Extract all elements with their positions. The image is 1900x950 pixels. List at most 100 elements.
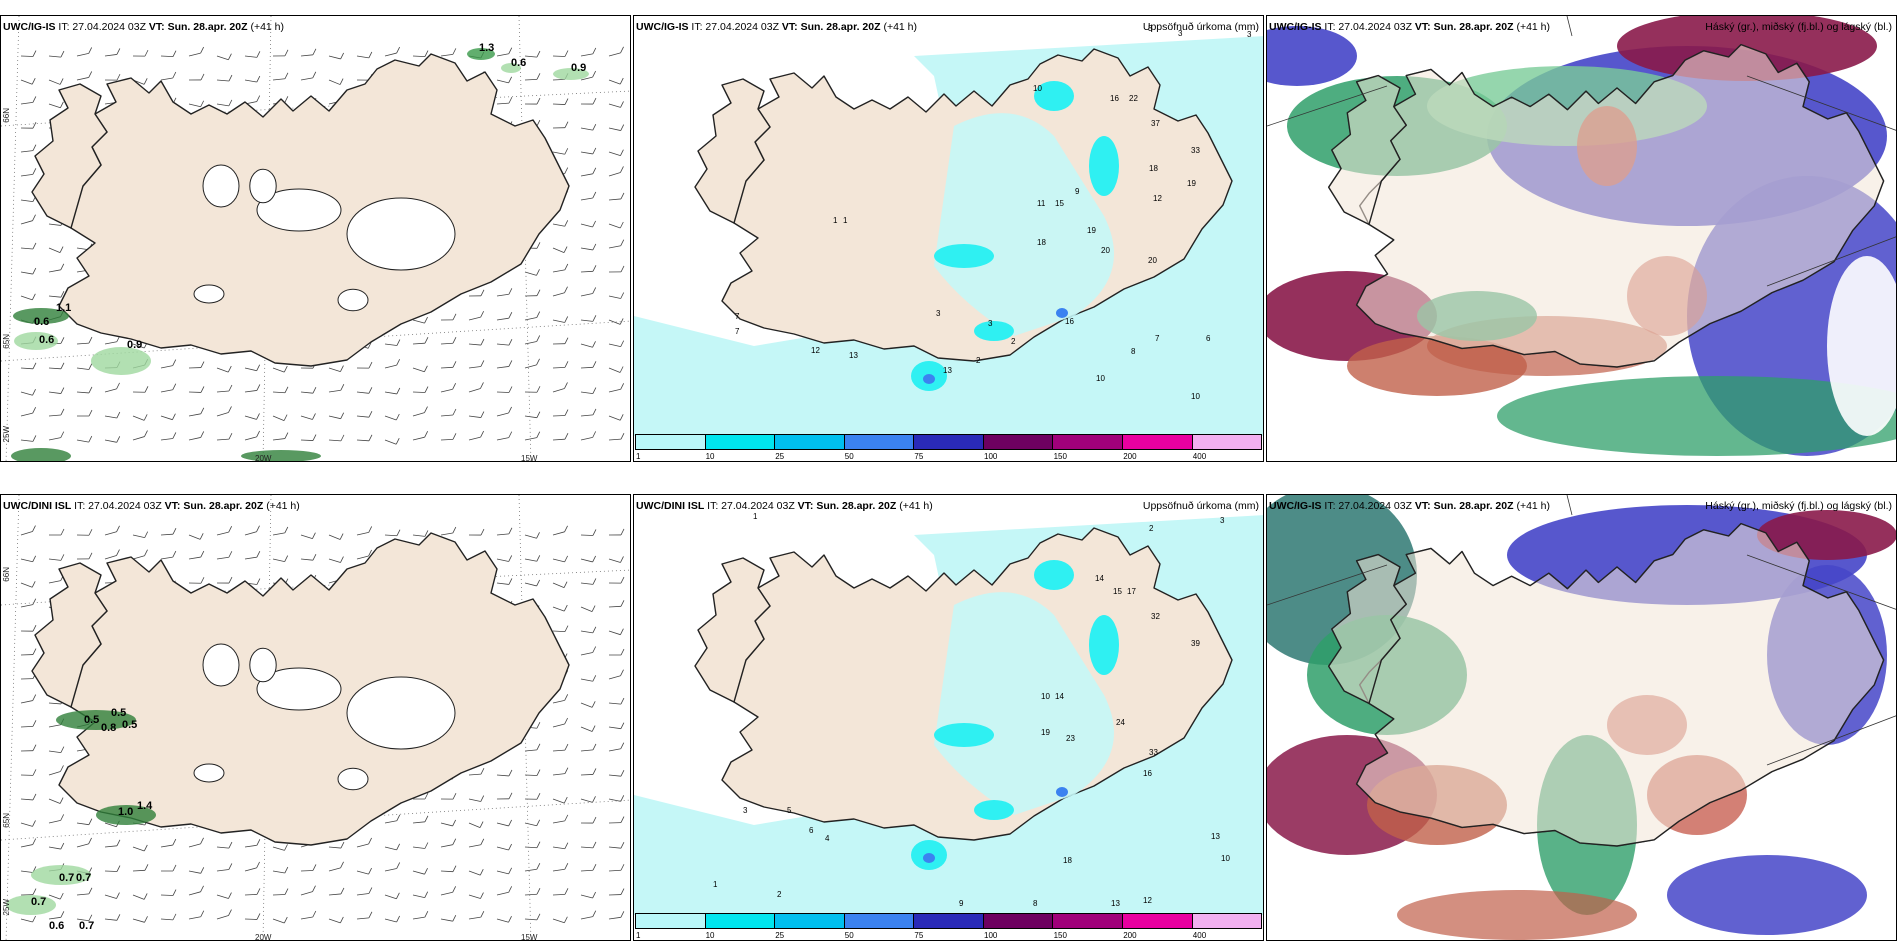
precip-amount-label: 7 xyxy=(735,312,740,321)
precip-amount-label: 20 xyxy=(1148,256,1157,265)
legend-swatch xyxy=(775,435,845,449)
precip-amount-label: 1 xyxy=(713,880,718,889)
lat-label: 66N xyxy=(2,567,11,582)
precip-amount-label: 11 xyxy=(1037,199,1046,208)
panel-title: Háský (gr.), miðský (fj.bl.) og lágský (… xyxy=(1705,21,1892,33)
legend-swatch xyxy=(1053,914,1123,928)
precip-amount-label: 13 xyxy=(1111,899,1120,908)
wind-speed-label: 1.0 xyxy=(118,806,133,818)
precip-amount-label: 15 xyxy=(1113,587,1122,596)
legend-swatch xyxy=(1122,435,1193,449)
precip-amount-label: 16 xyxy=(1065,317,1074,326)
legend-tick: 75 xyxy=(914,452,924,461)
cloud-map xyxy=(1267,495,1896,940)
precip-amount-label: 8 xyxy=(1033,899,1038,908)
legend-swatch xyxy=(844,914,915,928)
panel-header: UWC/DINI ISL IT: 27.04.2024 03Z VT: Sun.… xyxy=(636,500,933,512)
legend-tick: 1 xyxy=(636,452,641,461)
legend-bar xyxy=(635,434,1262,450)
precip-amount-label: 3 xyxy=(1178,29,1183,38)
legend-swatch xyxy=(983,914,1054,928)
precip-amount-label: 14 xyxy=(1095,574,1104,583)
panel-header: UWC/IG-IS IT: 27.04.2024 03Z VT: Sun. 28… xyxy=(3,21,285,33)
precip-amount-label: 10 xyxy=(1221,854,1230,863)
panel-title: Uppsöfnuð úrkoma (mm) xyxy=(1142,500,1259,512)
precip-amount-label: 9 xyxy=(1075,187,1080,196)
precip-amount-label: 19 xyxy=(1041,728,1050,737)
precip-amount-label: 10 xyxy=(1033,84,1042,93)
lat-label: 25W xyxy=(2,426,11,443)
precip-amount-label: 8 xyxy=(1131,347,1136,356)
panel-cloud-dini: UWC/IG-IS IT: 27.04.2024 03Z VT: Sun. 28… xyxy=(1266,494,1897,941)
precip-amount-label: 23 xyxy=(1066,734,1075,743)
wind-speed-label: 1.1 xyxy=(56,302,71,314)
legend-bar xyxy=(635,913,1262,929)
lon-label: 15W xyxy=(521,933,538,941)
precip-amount-label: 16 xyxy=(1110,94,1119,103)
precip-amount-label: 10 xyxy=(1191,392,1200,401)
wind-speed-label: 0.6 xyxy=(39,334,54,346)
precip-amount-label: 15 xyxy=(1055,199,1064,208)
legend-swatch xyxy=(705,914,776,928)
precip-amount-label: 18 xyxy=(1063,856,1072,865)
precip-legend: 1 10 25 50 75 100 150 200 400 xyxy=(634,912,1263,940)
legend-tick: 25 xyxy=(775,931,785,940)
lat-label: 65N xyxy=(2,334,11,349)
precip-amount-label: 9 xyxy=(959,899,964,908)
panel-wind-dini: UWC/DINI ISL IT: 27.04.2024 03Z VT: Sun.… xyxy=(0,494,631,941)
legend-tick: 10 xyxy=(705,931,715,940)
cloud-map xyxy=(1267,16,1896,461)
legend-swatch xyxy=(705,435,776,449)
precip-amount-label: 4 xyxy=(825,834,830,843)
legend-tick: 1 xyxy=(636,931,641,940)
precip-amount-label: 3 xyxy=(1247,30,1252,39)
panel-title: Uppsöfnuð úrkoma (mm) xyxy=(1142,21,1259,33)
wind-speed-label: 0.5 xyxy=(111,707,126,719)
precip-amount-label: 3 xyxy=(1148,24,1153,33)
legend-swatch xyxy=(636,435,706,449)
panel-header: UWC/IG-IS IT: 27.04.2024 03Z VT: Sun. 28… xyxy=(1269,500,1551,512)
precip-amount-label: 33 xyxy=(1149,748,1158,757)
precip-amount-label: 5 xyxy=(787,806,792,815)
wind-speed-label: 0.9 xyxy=(571,62,586,74)
wind-speed-label: 0.6 xyxy=(49,920,64,932)
legend-tick: 50 xyxy=(844,931,854,940)
precip-amount-label: 33 xyxy=(1191,146,1200,155)
panel-precip-dini: UWC/DINI ISL IT: 27.04.2024 03Z VT: Sun.… xyxy=(633,494,1264,941)
wind-speed-label: 0.7 xyxy=(59,872,74,884)
precip-amount-label: 1 xyxy=(833,216,838,225)
precip-amount-label: 18 xyxy=(1037,238,1046,247)
precip-amount-label: 14 xyxy=(1055,692,1064,701)
legend-tick: 150 xyxy=(1053,452,1067,461)
panel-wind-igis: UWC/IG-IS IT: 27.04.2024 03Z VT: Sun. 28… xyxy=(0,15,631,462)
precip-amount-label: 10 xyxy=(1096,374,1105,383)
panel-header: UWC/IG-IS IT: 27.04.2024 03Z VT: Sun. 28… xyxy=(636,21,918,33)
panel-header: UWC/DINI ISL IT: 27.04.2024 03Z VT: Sun.… xyxy=(3,500,300,512)
precip-amount-label: 1 xyxy=(843,216,848,225)
precip-amount-label: 37 xyxy=(1151,119,1160,128)
lat-label: 66N xyxy=(2,108,11,123)
precip-amount-label: 20 xyxy=(1101,246,1110,255)
wind-speed-label: 0.5 xyxy=(122,719,137,731)
wind-speed-label: 0.5 xyxy=(84,714,99,726)
legend-swatch xyxy=(914,435,984,449)
legend-swatch xyxy=(636,914,706,928)
precip-amount-label: 39 xyxy=(1191,639,1200,648)
legend-tick: 400 xyxy=(1192,452,1207,461)
precip-amount-label: 6 xyxy=(809,826,814,835)
precip-amount-label: 18 xyxy=(1149,164,1158,173)
precip-amount-label: 32 xyxy=(1151,612,1160,621)
panel-title: Háský (gr.), miðský (fj.bl.) og lágský (… xyxy=(1705,500,1892,512)
precip-amount-label: 19 xyxy=(1187,179,1196,188)
precip-amount-label: 12 xyxy=(811,346,820,355)
precip-amount-label: 7 xyxy=(1155,334,1160,343)
precip-amount-label: 12 xyxy=(1143,896,1152,905)
lon-label: 20W xyxy=(255,454,272,462)
legend-swatch xyxy=(1053,435,1123,449)
legend-tick: 75 xyxy=(914,931,924,940)
wind-speed-label: 1.4 xyxy=(137,800,153,812)
lon-label: 15W xyxy=(521,454,538,462)
legend-swatch xyxy=(844,435,915,449)
